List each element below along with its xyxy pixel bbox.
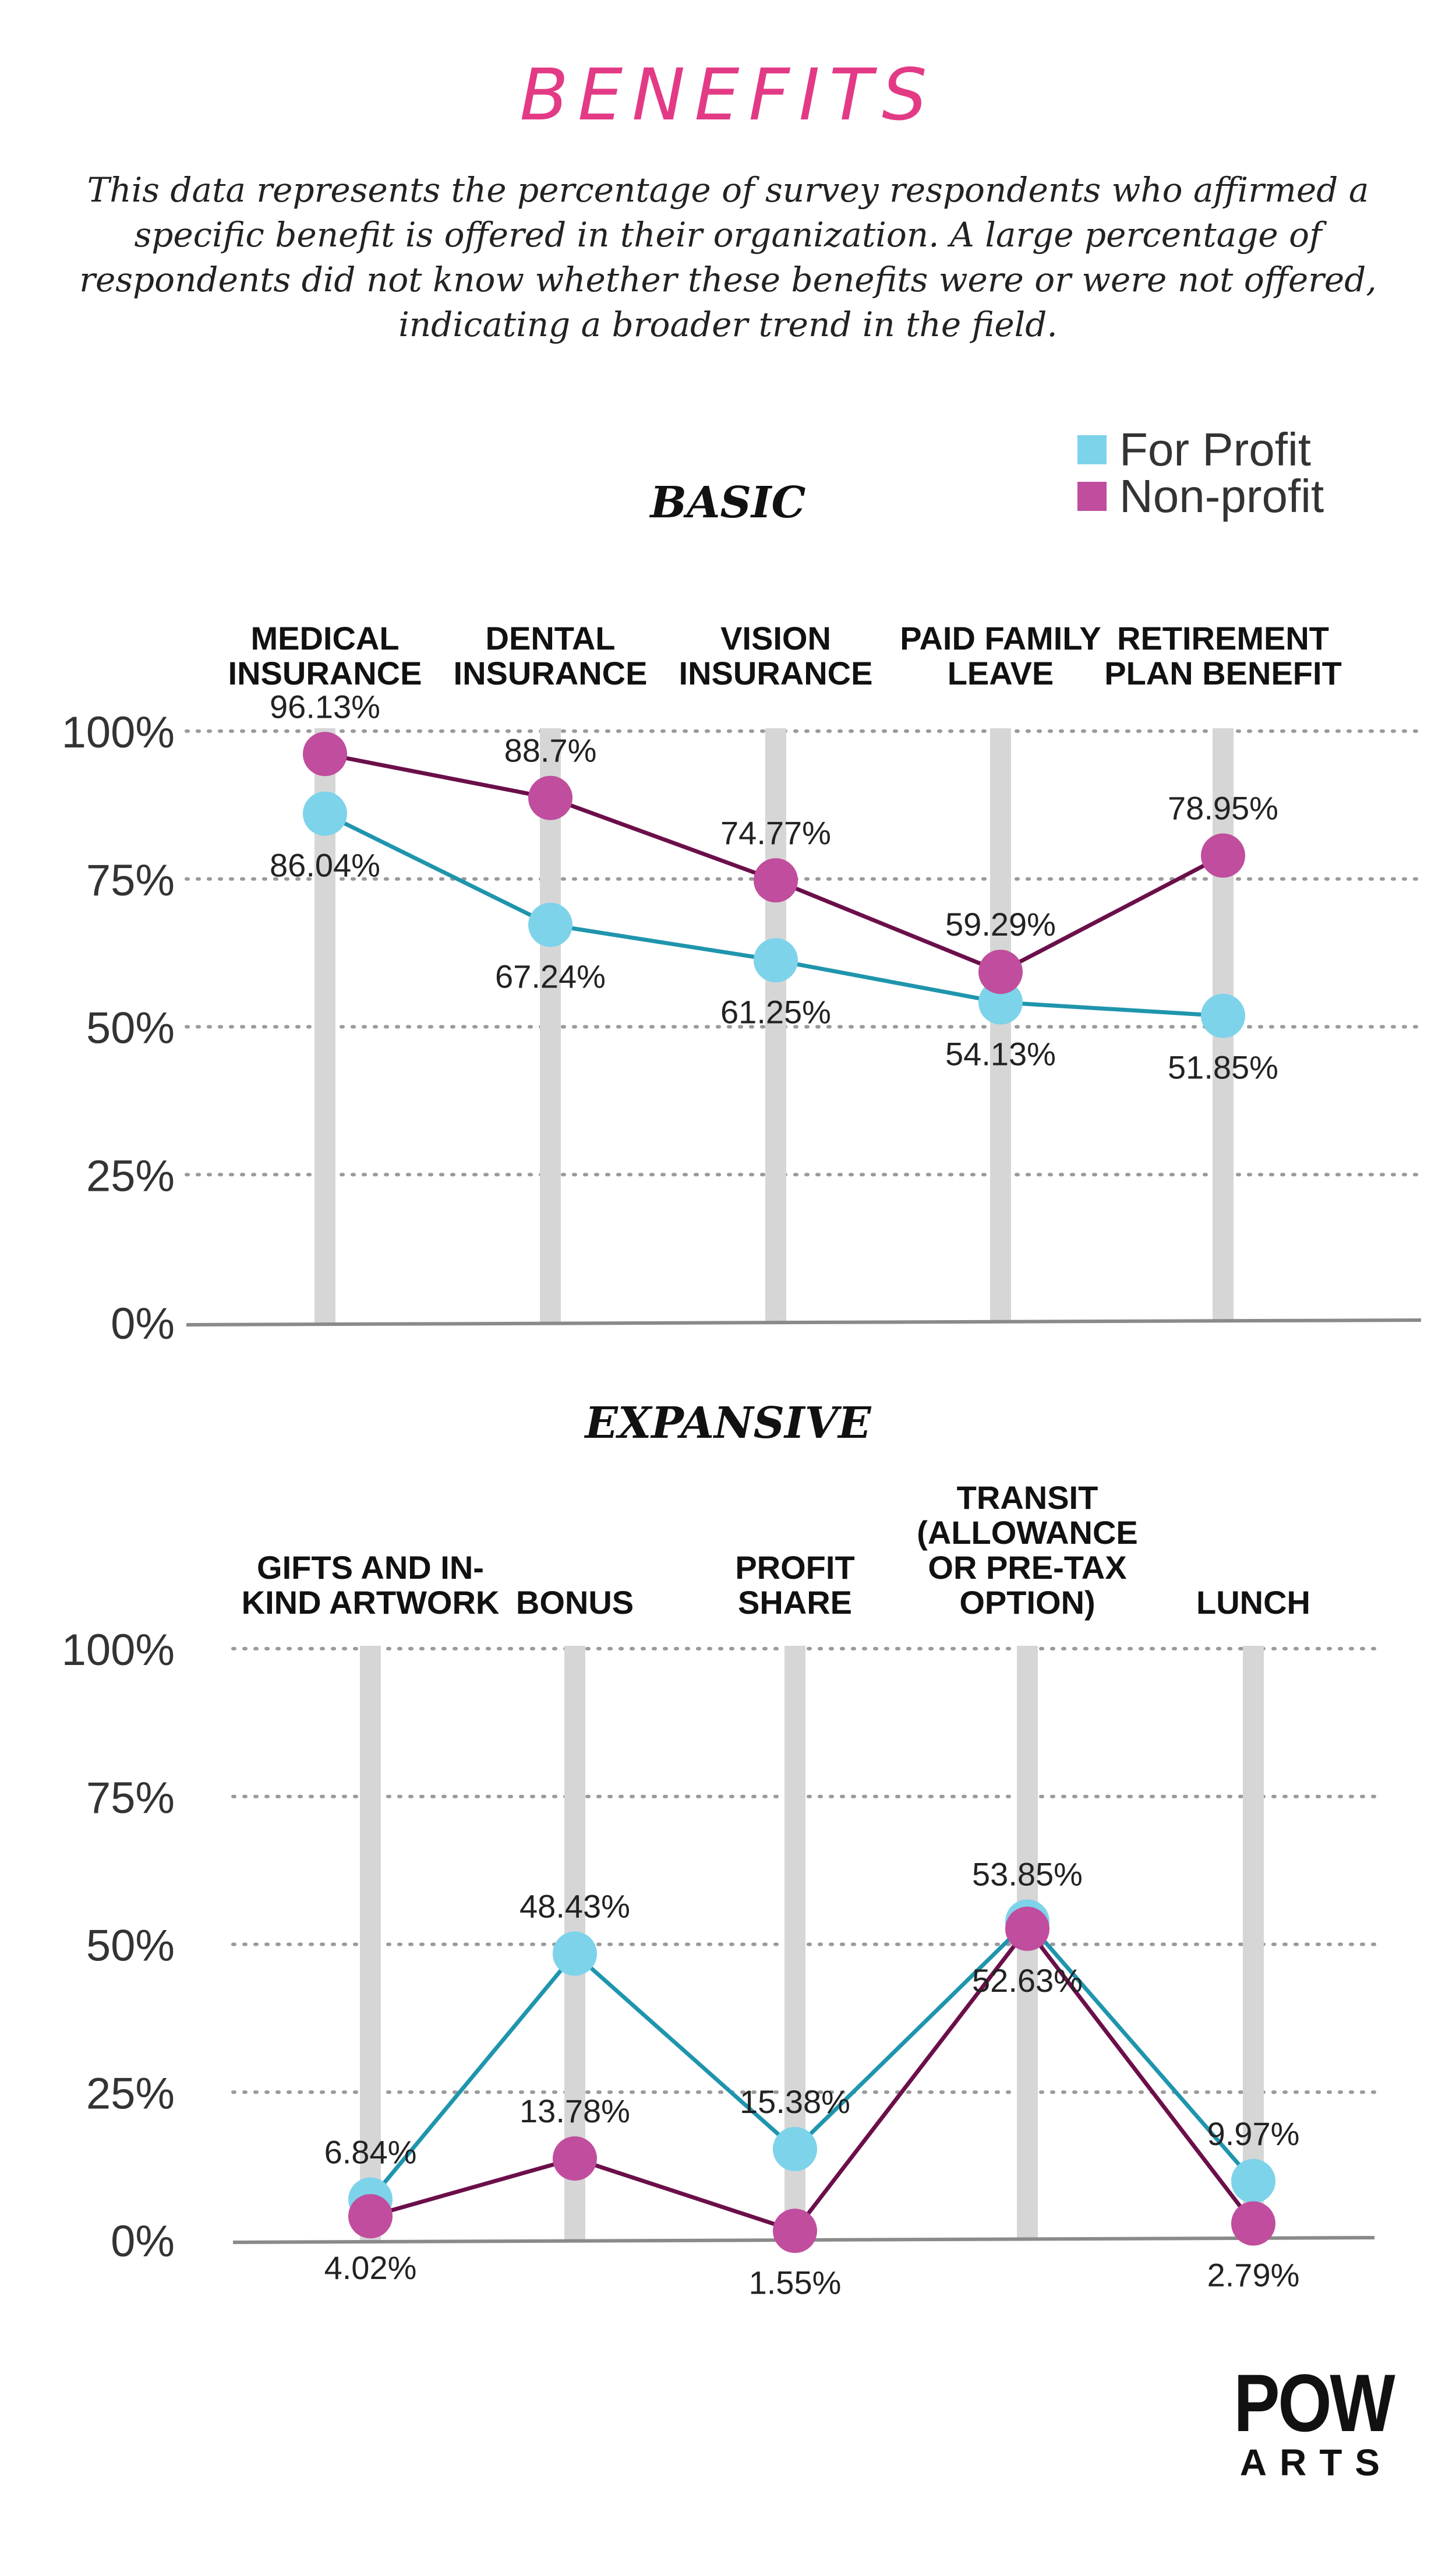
basic-for-profit-data-label: 67.24% [495,958,606,995]
basic-y-tick-label: 25% [86,1151,175,1201]
basic-y-tick-label: 0% [111,1299,175,1349]
basic-category-label: VISION INSURANCE [679,620,873,692]
legend: For Profit Non-profit [1077,424,1324,522]
expansive-non-profit-data-label: 2.79% [1207,2257,1300,2294]
expansive-chart: 100% 75% 50% 25% 0% GIFTS AND IN-KIND ARTWORK… [62,1479,1376,2301]
basic-non-profit-data-label: 59.29% [945,906,1056,943]
basic-category-bar [990,728,1011,1322]
expansive-for-profit-data-label: 15.38% [740,2083,850,2120]
expansive-non-profit-point [1005,1906,1049,1951]
expansive-chart-title: EXPANSIVE [585,1398,871,1448]
expansive-category-bar [360,1646,381,2240]
expansive-y-tick-label: 100% [62,1625,175,1675]
expansive-for-profit-data-label: 53.85% [972,1855,1083,1892]
basic-for-profit-point [1201,993,1245,1038]
basic-category-label: RETIREMENT PLAN BENEFIT [1104,620,1342,692]
basic-for-profit-data-label: 86.04% [270,847,380,884]
expansive-category-label: LUNCH [1196,1584,1310,1621]
legend-item-for-profit: For Profit [1077,424,1324,475]
expansive-non-profit-data-label: 52.63% [972,1962,1083,1999]
basic-category-label: MEDICAL INSURANCE [228,620,422,692]
expansive-y-tick-label: 75% [86,1773,175,1823]
expansive-y-tick-label: 0% [111,2217,175,2266]
legend-label-for-profit: For Profit [1119,424,1311,475]
expansive-non-profit-data-label: 1.55% [749,2264,842,2301]
expansive-for-profit-data-label: 9.97% [1207,2115,1300,2152]
basic-chart: 100% 75% 50% 25% 0% MEDICAL INSURANCE DENTAL INS… [62,620,1423,1349]
basic-y-tick-label: 75% [86,856,175,905]
expansive-non-profit-point [773,2209,817,2253]
basic-chart-title: BASIC [650,478,806,528]
expansive-y-tick-label: 50% [86,1921,175,1971]
logo-sub-text: ARTS [1239,2442,1393,2484]
intro-text: This data represents the percentage of s… [79,170,1377,344]
legend-swatch-non-profit [1077,482,1107,511]
basic-y-tick-label: 100% [62,708,175,757]
legend-swatch-for-profit [1077,435,1107,464]
basic-for-profit-point [303,791,347,836]
basic-x-axis [186,1318,1422,1327]
basic-non-profit-point [528,775,572,820]
basic-for-profit-point [978,980,1023,1025]
basic-non-profit-data-label: 74.77% [720,814,831,851]
pow-arts-logo: POW ARTS [1220,2357,1401,2484]
expansive-non-profit-point [553,2136,597,2181]
basic-for-profit-data-label: 54.13% [945,1036,1056,1073]
basic-category-bar [540,728,561,1322]
expansive-category-bar [1243,1646,1264,2240]
basic-category-label: PAID FAMILY LEAVE [900,620,1101,692]
expansive-non-profit-point [348,2194,393,2239]
basic-for-profit-data-label: 51.85% [1168,1049,1278,1086]
expansive-category-label: GIFTS AND IN-KIND ARTWORK [242,1549,500,1621]
expansive-category-label: BONUS [516,1584,634,1621]
expansive-category-label: TRANSIT (ALLOWANCE OR PRE-TAX OPTION) [917,1479,1138,1621]
expansive-y-tick-label: 25% [86,2069,175,2118]
basic-category-bar [765,728,786,1322]
expansive-non-profit-point [1231,2201,1275,2246]
expansive-for-profit-point [773,2126,817,2171]
basic-for-profit-point [528,902,572,947]
basic-for-profit-data-label: 61.25% [720,993,831,1030]
expansive-non-profit-line [370,1925,1255,2234]
basic-non-profit-point [1201,833,1245,878]
expansive-non-profit-data-label: 13.78% [520,2093,630,2129]
basic-non-profit-point [754,858,798,903]
basic-non-profit-data-label: 88.7% [504,732,597,769]
logo-main-text: POW [1234,2357,1395,2449]
basic-y-tick-label: 50% [86,1004,175,1053]
basic-non-profit-data-label: 96.13% [270,688,380,725]
expansive-for-profit-data-label: 48.43% [520,1888,630,1924]
basic-non-profit-data-label: 78.95% [1168,790,1278,827]
legend-item-non-profit: Non-profit [1077,470,1324,522]
expansive-for-profit-point [553,1931,597,1976]
expansive-category-label: PROFIT SHARE [735,1549,854,1621]
basic-for-profit-point [754,938,798,983]
expansive-for-profit-data-label: 6.84% [324,2134,417,2171]
basic-non-profit-point [978,950,1023,994]
legend-label-non-profit: Non-profit [1119,470,1324,522]
basic-category-label: DENTAL INSURANCE [454,620,648,692]
expansive-non-profit-data-label: 4.02% [324,2249,417,2286]
expansive-for-profit-point [1231,2158,1275,2203]
page-title: BENEFITS [520,54,936,136]
basic-non-profit-point [303,732,347,777]
